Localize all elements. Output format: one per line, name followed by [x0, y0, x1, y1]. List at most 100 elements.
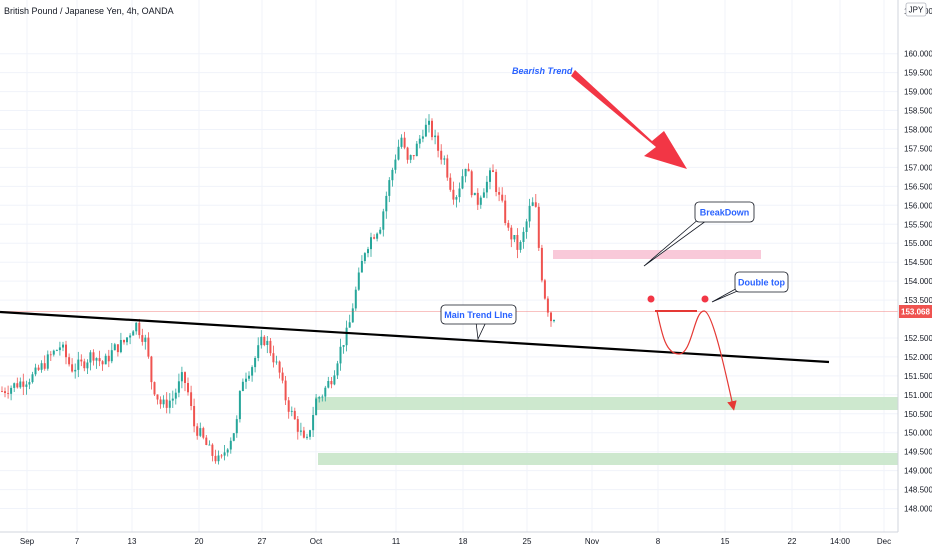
main-trend-line[interactable] — [0, 310, 830, 364]
candle-body — [86, 362, 89, 369]
candle-body — [455, 197, 458, 200]
candle-body — [180, 372, 183, 382]
candle-body — [309, 430, 311, 437]
candle-body — [101, 361, 104, 365]
candle-body — [345, 327, 348, 346]
candle-body — [190, 392, 193, 406]
candle-body — [104, 355, 107, 365]
time-tick-label: 7 — [75, 537, 80, 546]
time-axis[interactable]: Sep 7 13 20 27 Oct 11 18 25 Nov 8 15 22 14:00 Dec — [0, 531, 932, 550]
candle-body — [357, 272, 360, 290]
candle-body — [315, 398, 318, 416]
candle-body — [385, 195, 388, 212]
candle-body — [272, 353, 275, 363]
candle-body — [251, 367, 254, 376]
candle-body — [208, 444, 211, 446]
candle-body — [275, 361, 278, 363]
candle-body — [202, 428, 205, 438]
candle-body — [13, 383, 16, 388]
plot-area[interactable] — [0, 0, 898, 532]
candle-body — [165, 399, 168, 408]
candle-body — [187, 383, 189, 393]
candle-body — [46, 354, 49, 369]
candle-body — [522, 231, 525, 242]
candle-body — [373, 237, 376, 239]
candle-body — [217, 455, 220, 462]
candle-body — [367, 249, 369, 254]
candle-body — [525, 221, 528, 232]
candle-body — [424, 124, 427, 137]
main-trend-line-callout[interactable]: Main Trend LIne — [440, 304, 517, 341]
candle-body — [129, 335, 132, 338]
breakdown-callout[interactable]: BreakDown — [643, 201, 755, 267]
candle-body — [281, 372, 284, 381]
candle-body — [299, 430, 302, 432]
double-top-callout[interactable]: Double top — [711, 271, 789, 303]
candle-body — [449, 177, 452, 190]
candle-body — [162, 399, 165, 405]
candle-body — [193, 406, 196, 427]
candle-body — [492, 170, 494, 172]
candle-body — [498, 192, 501, 195]
candle-body — [65, 344, 67, 358]
price-tick-label: 159.500 — [904, 69, 932, 78]
price-tick-label: 148.500 — [904, 486, 932, 495]
candle-body — [107, 355, 110, 362]
price-tick-label: 152.500 — [904, 334, 932, 343]
candle-body — [43, 363, 46, 369]
candle-body — [7, 393, 10, 394]
price-axis[interactable]: 161.000 160.000159.500159.000158.500158.… — [897, 0, 932, 550]
time-tick-label: 27 — [258, 537, 267, 546]
candle-body — [324, 387, 327, 397]
time-tick-label: 25 — [523, 537, 532, 546]
bearish-trend-arrow[interactable] — [571, 70, 687, 169]
candle-body — [248, 375, 250, 379]
time-tick-label: 18 — [459, 537, 468, 546]
time-tick-label: 14:00 — [830, 537, 851, 546]
candle-body — [534, 202, 537, 207]
candle-body — [10, 387, 13, 394]
candle-body — [232, 433, 235, 441]
candle-body — [174, 392, 177, 399]
time-tick-label: Sep — [20, 537, 35, 546]
price-tick-label: 160.000 — [904, 50, 932, 59]
candle-body — [196, 426, 199, 436]
candle-body — [49, 354, 52, 356]
candle-body — [467, 168, 470, 172]
double-top-peak-1[interactable] — [647, 295, 655, 303]
candle-body — [418, 138, 421, 144]
price-tick-label: 149.500 — [904, 448, 932, 457]
candle-body — [184, 372, 186, 383]
candle-body — [80, 359, 83, 362]
candle-body — [278, 361, 281, 373]
price-tick-label: 156.500 — [904, 182, 932, 191]
candle-body — [223, 452, 226, 456]
currency-badge[interactable]: JPY — [905, 2, 927, 17]
main-trend-line-label: Main Trend LIne — [444, 310, 513, 320]
price-tick-label: 149.000 — [904, 467, 932, 476]
double-top-peak-2[interactable] — [701, 295, 709, 303]
candle-body — [290, 410, 293, 412]
candle-body — [403, 137, 406, 148]
candle-body — [391, 169, 394, 181]
candle-body — [306, 436, 308, 438]
candle-body — [171, 398, 174, 401]
candle-body — [22, 381, 25, 387]
candle-body — [153, 382, 156, 395]
candle-body — [37, 367, 40, 370]
candle-body — [394, 159, 397, 170]
candle-body — [260, 336, 263, 346]
time-tick-label: Nov — [585, 537, 599, 546]
candle-body — [220, 455, 223, 457]
price-tick-label: 158.500 — [904, 107, 932, 116]
price-tick-label: 155.500 — [904, 220, 932, 229]
candle-body — [446, 158, 449, 178]
candle-body — [144, 337, 147, 342]
candle-body — [284, 380, 287, 401]
candle-body — [351, 308, 354, 323]
candle-body — [363, 253, 366, 261]
time-tick-label: 13 — [128, 537, 137, 546]
candle-body — [528, 205, 531, 222]
candle-body — [479, 197, 482, 205]
